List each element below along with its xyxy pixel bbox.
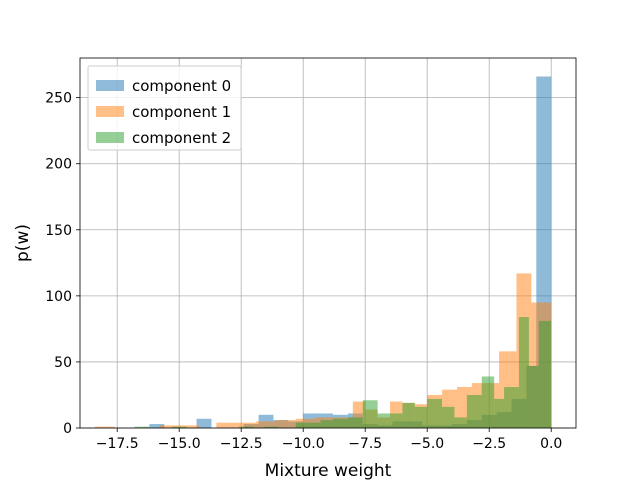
y-tick-label: 50 [54,355,72,371]
y-tick-label: 150 [45,223,72,239]
histogram-bars [94,76,552,428]
histogram-bar-series-2 [171,426,187,428]
histogram-bar-series-1 [256,421,276,428]
x-axis-label: Mixture weight [265,461,392,480]
legend-box [87,65,242,151]
y-tick-label: 200 [45,157,72,173]
histogram-bar-series-2 [454,417,467,428]
y-axis-label: p(w) [13,224,33,262]
histogram-bar-series-2 [390,413,403,428]
x-tick-label: 0.0 [540,436,562,452]
y-tick-label: 250 [45,91,72,107]
plot-frame [79,57,577,429]
legend: component 0 component 1 component 2 [87,65,242,151]
x-tick-label: −7.5 [348,436,382,452]
histogram-bar-series-2 [347,417,363,428]
x-tick-label: −17.5 [96,436,139,452]
histogram-bar-series-2 [442,406,455,428]
x-axis-ticks: −17.5 −15.0 −12.5 −10.0 −7.5 −5.0 −2.5 0.0 [96,428,562,452]
histogram-bar-series-2 [377,413,390,428]
x-tick-label: −10.0 [282,436,325,452]
x-tick-label: −2.5 [472,436,506,452]
histogram-bar-series-2 [238,426,254,428]
histogram-bar-series-1 [216,422,237,428]
x-tick-label: −12.5 [220,436,263,452]
legend-swatch [96,106,124,117]
y-tick-label: 0 [63,421,72,437]
histogram-bar-series-2 [414,406,428,428]
histogram-bar-series-2 [466,394,482,428]
histogram-bar-series-2 [134,426,150,428]
histogram-bar-series-2 [402,402,415,428]
legend-swatch [96,132,124,143]
histogram-bar-series-1 [275,420,296,428]
histogram-bar-series-2 [362,400,378,428]
histogram-bar-series-2 [263,426,279,428]
histogram-bar-series-2 [332,418,348,428]
y-axis-ticks: 0 50 100 150 200 250 [45,91,80,437]
histogram-bar-series-2 [481,376,495,428]
legend-label: component 0 [132,77,231,95]
histogram-bar-series-1 [236,422,257,428]
histogram-bar-series-1 [94,426,115,428]
x-tick-label: −5.0 [410,436,444,452]
histogram-bar-series-2 [538,320,552,428]
histogram-bar-series-2 [504,387,519,428]
y-tick-label: 100 [45,289,72,305]
histogram-bar-series-2 [494,398,505,428]
legend-swatch [96,80,124,91]
legend-label: component 1 [132,103,231,121]
histogram-bar-series-2 [427,398,443,428]
histogram-bar-series-2 [320,420,333,428]
histogram-bar-series-0 [196,418,212,428]
histogram-bar-series-0 [149,424,165,428]
histogram-bar-series-2 [308,422,321,428]
histogram-bar-series-2 [518,317,529,428]
histogram-bar-series-1 [159,425,180,428]
histogram-bar-series-2 [295,422,309,428]
histogram-bar-series-2 [528,365,539,428]
histogram-bar-series-1 [179,425,200,428]
legend-label: component 2 [132,129,231,147]
x-tick-label: −15.0 [158,436,201,452]
